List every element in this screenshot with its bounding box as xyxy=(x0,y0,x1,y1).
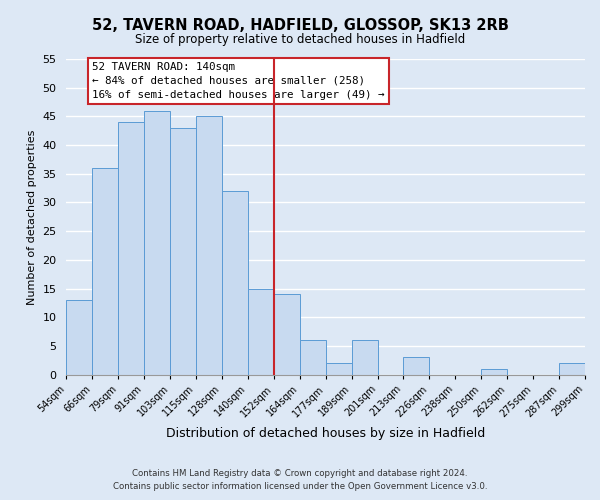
Bar xyxy=(403,358,430,374)
Text: Size of property relative to detached houses in Hadfield: Size of property relative to detached ho… xyxy=(135,32,465,46)
Bar xyxy=(222,191,248,374)
Bar xyxy=(352,340,377,374)
Bar xyxy=(326,363,352,374)
Bar xyxy=(92,168,118,374)
Text: 52 TAVERN ROAD: 140sqm
← 84% of detached houses are smaller (258)
16% of semi-de: 52 TAVERN ROAD: 140sqm ← 84% of detached… xyxy=(92,62,385,100)
Text: 52, TAVERN ROAD, HADFIELD, GLOSSOP, SK13 2RB: 52, TAVERN ROAD, HADFIELD, GLOSSOP, SK13… xyxy=(92,18,508,32)
Y-axis label: Number of detached properties: Number of detached properties xyxy=(27,129,37,304)
Bar xyxy=(144,110,170,374)
Bar xyxy=(559,363,585,374)
Bar xyxy=(481,369,507,374)
Bar xyxy=(274,294,300,374)
Text: Contains HM Land Registry data © Crown copyright and database right 2024.
Contai: Contains HM Land Registry data © Crown c… xyxy=(113,469,487,491)
Bar xyxy=(67,300,92,374)
X-axis label: Distribution of detached houses by size in Hadfield: Distribution of detached houses by size … xyxy=(166,427,485,440)
Bar xyxy=(170,128,196,374)
Bar xyxy=(118,122,144,374)
Bar xyxy=(248,288,274,374)
Bar xyxy=(300,340,326,374)
Bar xyxy=(196,116,222,374)
